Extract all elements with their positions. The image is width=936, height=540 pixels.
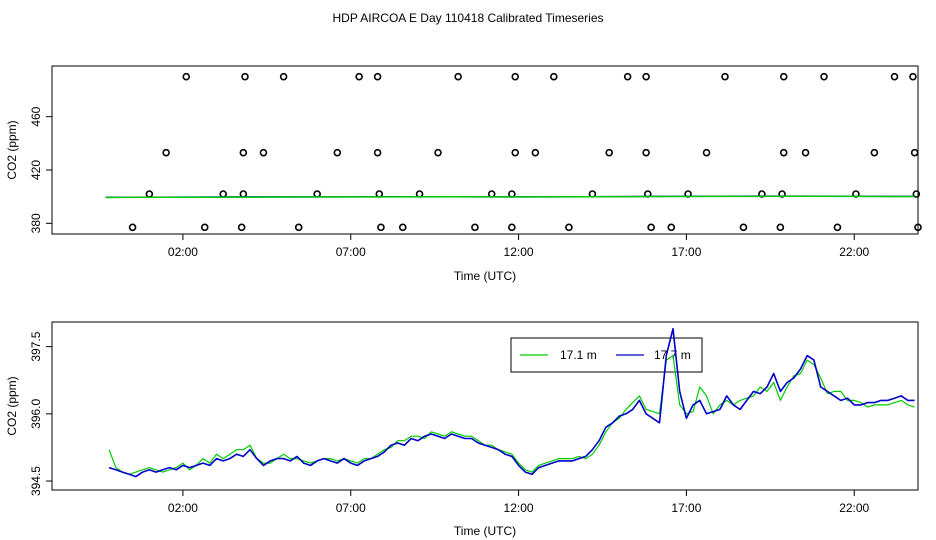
- x-tick-label: 02:00: [168, 501, 198, 515]
- data-point: [259, 148, 268, 157]
- top-panel-frame: [51, 65, 919, 235]
- data-point: [605, 148, 613, 157]
- x-tick-label: 22:00: [839, 245, 869, 259]
- data-point: [237, 223, 246, 232]
- data-point: [801, 148, 810, 157]
- x-tick-label: 02:00: [168, 245, 198, 259]
- data-point: [912, 190, 921, 198]
- data-point: [398, 223, 407, 232]
- data-point: [471, 223, 479, 232]
- data-point: [647, 223, 655, 232]
- x-tick-label: 17:00: [671, 501, 701, 515]
- data-point: [219, 190, 227, 198]
- figure-title: HDP AIRCOA E Day 110418 Calibrated Times…: [332, 11, 603, 25]
- data-point: [279, 72, 288, 81]
- data-point: [702, 148, 711, 157]
- top-y-axis-label: CO2 (ppm): [5, 120, 19, 179]
- y-tick-label: 420: [29, 160, 43, 180]
- data-point: [550, 72, 558, 81]
- data-point: [182, 72, 191, 81]
- bottom-panel-frame: [51, 321, 919, 491]
- data-point: [890, 72, 899, 81]
- data-point: [776, 223, 785, 232]
- legend: 17.1 m 17.7 m: [510, 337, 703, 373]
- data-point: [294, 223, 303, 232]
- data-point: [239, 148, 248, 157]
- y-tick-label: 394.5: [29, 466, 43, 496]
- data-point: [623, 72, 632, 81]
- data-point: [820, 72, 828, 81]
- data-point: [642, 148, 650, 157]
- data-point: [511, 72, 520, 81]
- data-point: [434, 148, 442, 157]
- data-point: [779, 148, 788, 157]
- y-tick-label: 396.0: [29, 399, 43, 429]
- series-line: [108, 327, 915, 478]
- bottom-x-axis-label: Time (UTC): [454, 524, 516, 538]
- data-point: [739, 223, 748, 232]
- data-point: [914, 223, 922, 232]
- data-point: [377, 223, 385, 232]
- data-point: [508, 190, 516, 198]
- y-tick-label: 460: [29, 106, 43, 126]
- data-point: [508, 223, 516, 232]
- series-line: [108, 355, 915, 475]
- legend-label-17-7m: 17.7 m: [654, 348, 691, 362]
- data-point: [667, 223, 676, 232]
- data-point: [313, 190, 321, 198]
- x-tick-label: 17:00: [671, 245, 701, 259]
- y-tick-label: 380: [29, 213, 43, 233]
- data-point: [642, 72, 650, 81]
- data-point: [128, 223, 137, 232]
- data-point: [909, 72, 917, 81]
- data-point: [200, 223, 209, 232]
- data-point: [241, 72, 249, 81]
- data-point: [454, 72, 462, 81]
- data-point: [511, 148, 520, 157]
- x-tick-label: 12:00: [504, 501, 534, 515]
- x-tick-label: 12:00: [504, 245, 534, 259]
- data-point: [162, 148, 170, 157]
- data-point: [721, 72, 729, 81]
- top-panel: Time (UTC) CO2 (ppm) 02:00 07:00 12:00 17:0…: [5, 65, 922, 283]
- data-point: [355, 72, 363, 81]
- y-tick-label: 397.5: [29, 331, 43, 361]
- top-x-axis-label: Time (UTC): [454, 269, 516, 283]
- data-point: [833, 223, 842, 232]
- x-tick-label: 22:00: [839, 501, 869, 515]
- bottom-y-axis-label: CO2 (ppm): [5, 376, 19, 435]
- legend-label-17-1m: 17.1 m: [560, 348, 597, 362]
- data-point: [333, 148, 342, 157]
- bottom-panel: Time (UTC) CO2 (ppm) 17.1 m 17.7 m 02:00…: [5, 321, 919, 538]
- data-point: [565, 223, 573, 232]
- x-tick-label: 07:00: [336, 501, 366, 515]
- data-point: [373, 148, 382, 157]
- data-point: [373, 72, 382, 81]
- data-point: [870, 148, 879, 157]
- data-point: [145, 190, 154, 198]
- data-point: [239, 190, 248, 198]
- series-line: [105, 195, 915, 199]
- data-point: [531, 148, 540, 157]
- data-point: [910, 148, 919, 157]
- x-tick-label: 07:00: [336, 245, 366, 259]
- data-point: [779, 72, 788, 81]
